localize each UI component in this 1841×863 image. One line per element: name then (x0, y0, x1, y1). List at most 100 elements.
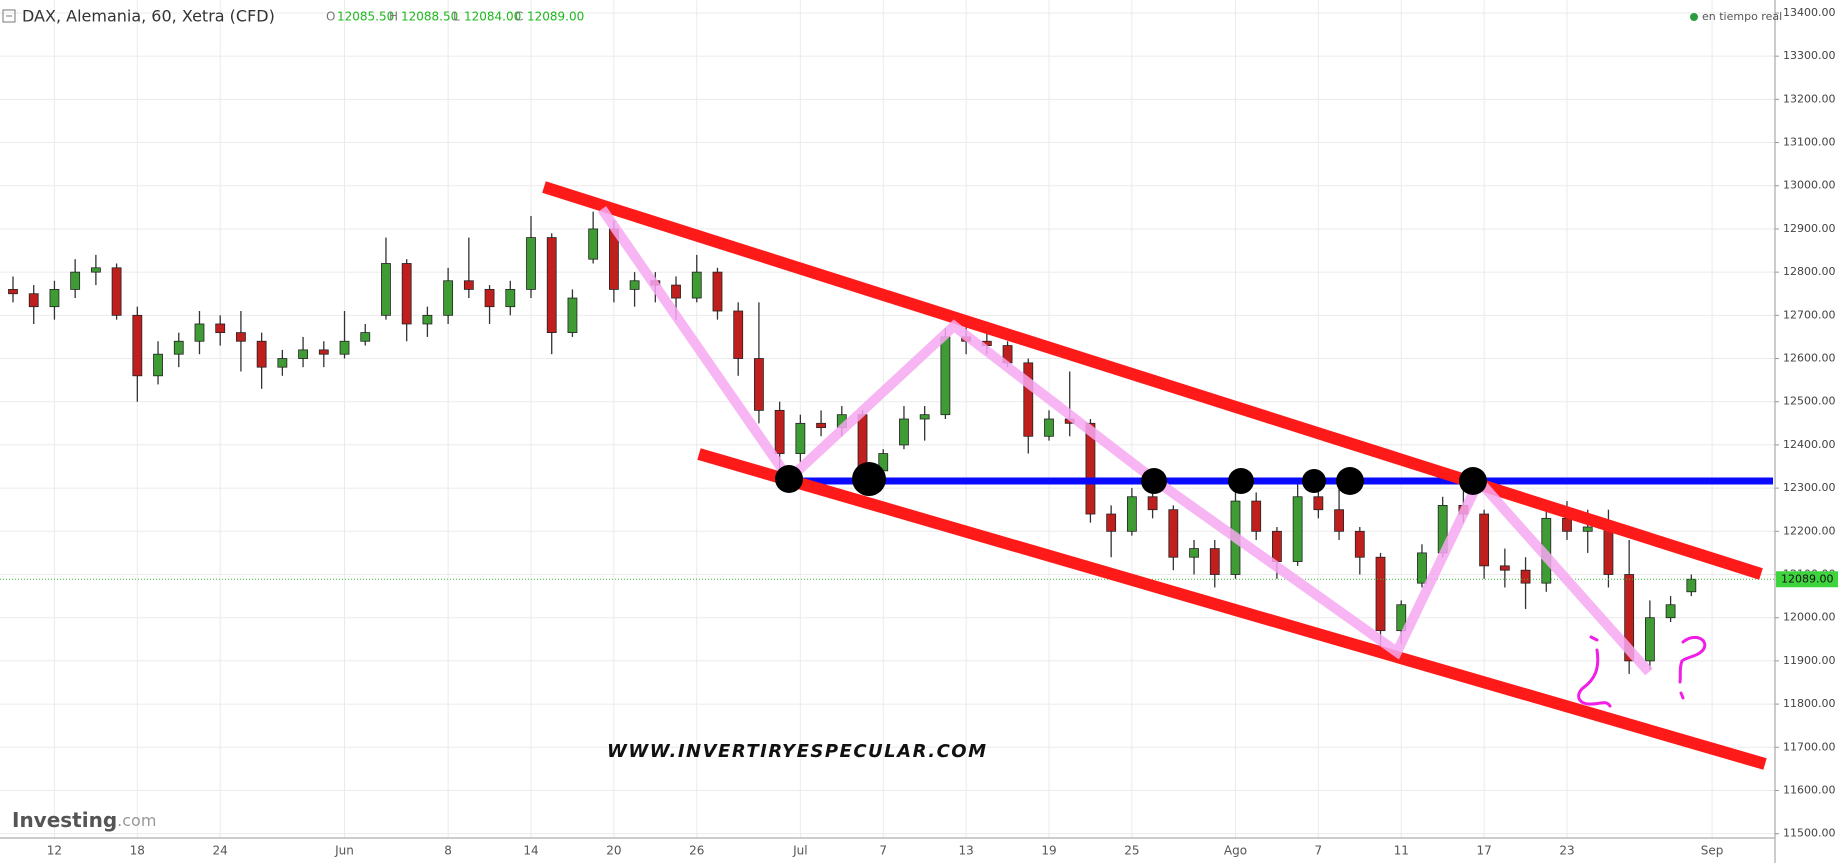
x-tick-label: 26 (689, 844, 704, 858)
x-tick-label: 7 (1315, 844, 1323, 858)
y-tick-label: 12900.00 (1783, 222, 1836, 235)
candle-body (1624, 574, 1635, 662)
candle-body (1147, 496, 1158, 511)
candle-body (1168, 509, 1179, 558)
x-tick-label: Ago (1224, 844, 1247, 858)
channel-top (542, 181, 1763, 580)
y-tick-label: 11800.00 (1783, 697, 1836, 710)
y-tick-label: 12400.00 (1783, 438, 1836, 451)
candle-body (526, 237, 536, 290)
candle-body (49, 289, 60, 308)
candle-body (1582, 526, 1593, 532)
x-tick-label: 23 (1559, 844, 1574, 858)
x-tick-label: 7 (879, 844, 887, 858)
drawings (542, 181, 1773, 770)
candle-body (505, 289, 516, 308)
watermark: WWW.INVERTIRYESPECULAR.COM (607, 741, 988, 762)
x-tick-label: Sep (1701, 844, 1724, 858)
candle-body (381, 263, 391, 316)
x-tick-label: 8 (444, 844, 452, 858)
logo: Investing.com (12, 808, 156, 832)
candle-body (546, 237, 557, 334)
x-tick-label: Jul (792, 844, 807, 858)
candle-body (567, 297, 578, 334)
ohlc-value: 12088.50 (401, 10, 458, 24)
candle-body (1209, 548, 1220, 575)
grid (0, 0, 1775, 838)
candle-body (1272, 530, 1282, 562)
candle-body (1396, 604, 1407, 632)
collapse-icon[interactable] (2, 9, 16, 23)
x-tick-label: 18 (130, 844, 145, 858)
y-tick-label: 12300.00 (1783, 481, 1836, 494)
candle-body (691, 271, 702, 299)
candle-body (1520, 569, 1531, 584)
y-tick-label: 12000.00 (1783, 611, 1836, 624)
symbol: DAX, Alemania, 60, Xetra (CFD) (22, 7, 275, 26)
candle-body (173, 340, 184, 355)
candle-body (629, 280, 640, 290)
ohlc-label: C (515, 10, 523, 24)
touch-point (775, 465, 803, 493)
candle-body (1499, 565, 1510, 571)
y-tick-label: 12200.00 (1783, 524, 1836, 537)
y-tick-label: 13000.00 (1783, 179, 1836, 192)
x-tick-label: 20 (606, 844, 621, 858)
candle-body (1417, 552, 1427, 584)
candle-body (588, 228, 599, 260)
candle-body (919, 414, 930, 420)
ohlc-value: 12089.00 (527, 10, 584, 24)
handwriting (1577, 635, 1707, 708)
touch-point (1302, 469, 1326, 493)
candle-body (463, 280, 474, 290)
ohlc-label: H (389, 10, 398, 24)
candle-body (733, 310, 744, 359)
last-price-tag (1776, 571, 1838, 588)
x-tick-label: 11 (1394, 844, 1409, 858)
header: DAX, Alemania, 60, Xetra (CFD) O 12085.5… (2, 7, 1782, 26)
candle-body (1044, 418, 1054, 437)
y-tick-label: 11500.00 (1783, 827, 1836, 840)
ohlc-label: O (326, 10, 335, 24)
last-price-label: 12089.00 (1781, 572, 1834, 585)
candle-body (712, 271, 723, 312)
y-tick-label: 12600.00 (1783, 352, 1836, 365)
touch-point (1228, 468, 1254, 494)
candle-body (1644, 617, 1655, 662)
candle-body (194, 323, 205, 342)
touch-point (1141, 468, 1167, 494)
x-tick-label: 24 (213, 844, 228, 858)
question (1678, 636, 1707, 700)
x-tick-label: 25 (1124, 844, 1139, 858)
candle-body (1334, 509, 1344, 532)
y-tick-label: 12800.00 (1783, 265, 1836, 278)
candle-body (1562, 517, 1572, 532)
channel-bottom (697, 448, 1767, 770)
x-tick-label: 14 (523, 844, 538, 858)
candle-body (360, 332, 371, 342)
y-tick-label: 12500.00 (1783, 395, 1836, 408)
ohlc-value: 12084.00 (464, 10, 521, 24)
y-tick-label: 11600.00 (1783, 783, 1836, 796)
candle-body (215, 323, 226, 334)
candle-body (1354, 530, 1365, 558)
y-tick-label: 11700.00 (1783, 740, 1836, 753)
candle-body (401, 263, 412, 325)
candle-body (671, 284, 681, 299)
y-tick-label: 13400.00 (1783, 6, 1836, 19)
candle-body (1686, 578, 1697, 593)
candle-body (1375, 556, 1386, 632)
candle-body (443, 280, 454, 316)
x-tick-label: 19 (1041, 844, 1056, 858)
x-tick-label: 13 (958, 844, 973, 858)
candle-body (236, 332, 246, 342)
candle-body (1292, 496, 1303, 562)
touch-point (1336, 467, 1364, 495)
y-tick-label: 12700.00 (1783, 308, 1836, 321)
y-tick-label: 13300.00 (1783, 49, 1836, 62)
inverted-question (1577, 635, 1612, 708)
logo-name: Investing (12, 808, 117, 832)
candle-body (1023, 362, 1034, 437)
candle-body (1189, 548, 1199, 558)
